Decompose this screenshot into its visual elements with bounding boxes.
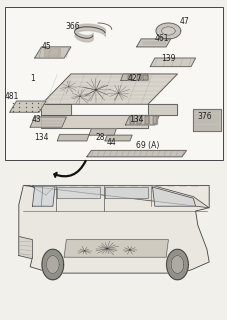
Polygon shape bbox=[57, 134, 89, 141]
Polygon shape bbox=[166, 249, 188, 280]
Polygon shape bbox=[41, 74, 177, 104]
Polygon shape bbox=[23, 186, 208, 208]
Polygon shape bbox=[136, 39, 170, 47]
Text: 366: 366 bbox=[66, 22, 80, 31]
Polygon shape bbox=[32, 186, 55, 206]
Polygon shape bbox=[41, 116, 147, 128]
Text: 28: 28 bbox=[95, 132, 105, 141]
Polygon shape bbox=[150, 58, 195, 67]
Polygon shape bbox=[104, 187, 147, 198]
Polygon shape bbox=[19, 186, 208, 273]
Text: 461: 461 bbox=[154, 35, 168, 44]
Text: 1: 1 bbox=[30, 74, 35, 83]
Polygon shape bbox=[86, 150, 186, 157]
Text: 69 (A): 69 (A) bbox=[136, 141, 159, 150]
Polygon shape bbox=[44, 49, 59, 56]
Text: 376: 376 bbox=[196, 113, 211, 122]
Polygon shape bbox=[89, 129, 116, 135]
Bar bbox=[5, 7, 222, 160]
Polygon shape bbox=[125, 116, 159, 125]
Text: 134: 134 bbox=[34, 133, 49, 142]
Polygon shape bbox=[155, 23, 180, 39]
Text: 481: 481 bbox=[5, 92, 19, 101]
Text: 134: 134 bbox=[129, 115, 143, 124]
Polygon shape bbox=[136, 75, 140, 80]
Text: 43: 43 bbox=[32, 115, 42, 124]
Polygon shape bbox=[137, 116, 141, 124]
Polygon shape bbox=[19, 236, 32, 259]
Polygon shape bbox=[170, 256, 183, 273]
Text: 45: 45 bbox=[41, 42, 51, 52]
Polygon shape bbox=[161, 27, 174, 35]
Polygon shape bbox=[35, 47, 71, 58]
Text: 427: 427 bbox=[127, 74, 141, 83]
Polygon shape bbox=[143, 75, 147, 80]
Polygon shape bbox=[30, 117, 66, 127]
Polygon shape bbox=[42, 265, 63, 280]
Polygon shape bbox=[144, 116, 148, 124]
Text: 44: 44 bbox=[106, 138, 116, 147]
Polygon shape bbox=[152, 116, 156, 124]
Polygon shape bbox=[46, 256, 59, 273]
Polygon shape bbox=[42, 249, 63, 280]
Polygon shape bbox=[152, 187, 195, 206]
Polygon shape bbox=[41, 104, 71, 116]
Polygon shape bbox=[104, 135, 132, 141]
Polygon shape bbox=[120, 74, 147, 80]
Polygon shape bbox=[64, 240, 168, 257]
Text: 47: 47 bbox=[179, 17, 188, 26]
Polygon shape bbox=[127, 75, 131, 80]
Polygon shape bbox=[10, 101, 46, 112]
Polygon shape bbox=[129, 116, 133, 124]
Polygon shape bbox=[192, 109, 220, 131]
Polygon shape bbox=[57, 187, 100, 198]
Text: 139: 139 bbox=[160, 53, 175, 62]
Polygon shape bbox=[166, 265, 188, 280]
Polygon shape bbox=[147, 104, 177, 116]
